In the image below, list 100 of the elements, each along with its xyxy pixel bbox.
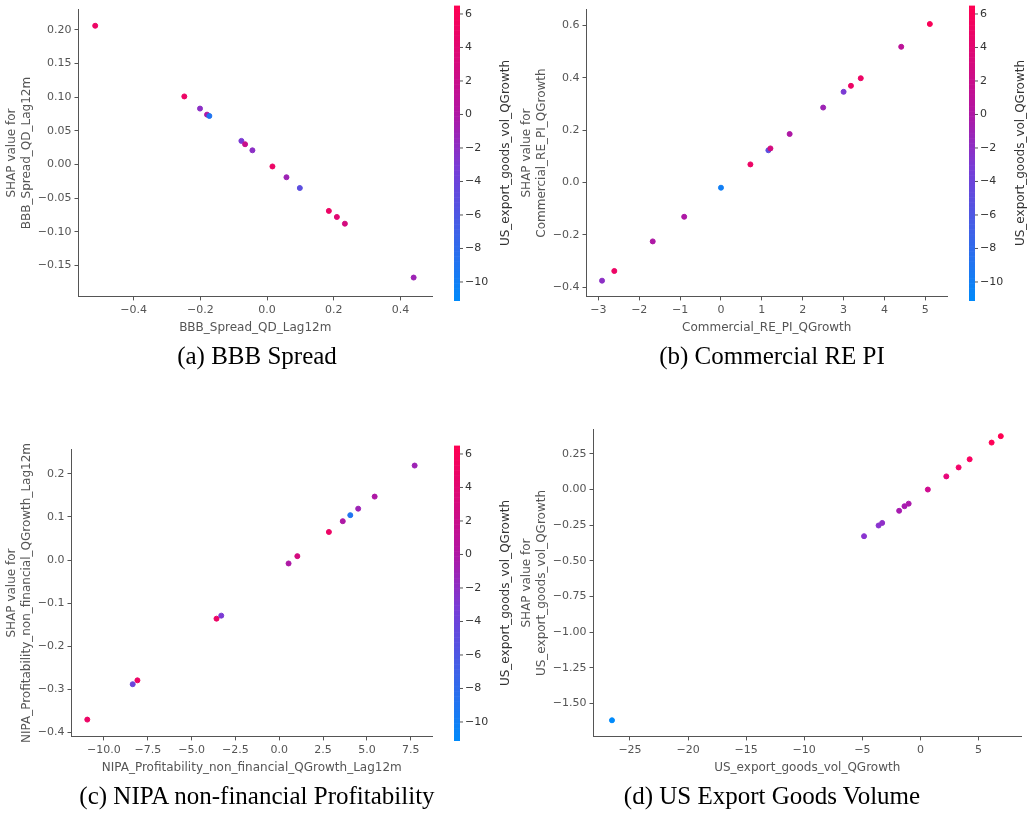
color-bar-label: −8: [465, 241, 482, 255]
color-bar-label: −6: [980, 207, 997, 221]
x-tick-label: −2: [631, 302, 648, 316]
color-bar-label: −2: [980, 140, 997, 154]
y-tick-label: 0.0: [562, 175, 580, 189]
y-tick-label: 0.6: [562, 18, 580, 32]
x-tick-label: 2.5: [314, 742, 332, 756]
color-bar-label: 2: [465, 513, 472, 527]
color-bar-label: 6: [465, 6, 472, 20]
y-tick-label: −1.50: [552, 696, 587, 710]
y-tick-label: −0.25: [552, 518, 587, 532]
y-tick-label: 0.4: [562, 70, 580, 84]
y-tick-label: 0.0: [47, 552, 65, 566]
color-bar-label: −4: [465, 174, 482, 188]
x-tick-label: −3: [590, 302, 607, 316]
x-tick-label: −20: [676, 742, 700, 756]
y-tick-label: 0.00: [47, 157, 72, 171]
x-tick-label: 4: [880, 302, 888, 316]
color-bar-label: −6: [465, 207, 482, 221]
y-tick-label: 0.1: [47, 509, 65, 523]
y-tick-label: 0.15: [47, 56, 72, 70]
color-bar-label: 2: [465, 73, 472, 87]
color-bar-title: US_export_goods_vol_QGrowth: [1013, 59, 1028, 247]
color-bar-label: −8: [465, 681, 482, 695]
x-tick-label: 5: [921, 302, 929, 316]
y-tick-label: −0.05: [37, 190, 72, 204]
x-tick-label: 0.0: [258, 302, 276, 316]
x-tick-label: −7.5: [134, 742, 162, 756]
y-tick-label: −0.50: [552, 553, 587, 567]
y-tick-label: −0.2: [552, 227, 580, 241]
y-axis-title: SHAP value for Commercial_RE_PI_QGrowth: [519, 68, 548, 238]
x-tick-label: −2.5: [222, 742, 249, 756]
text: (d) US Export Goods Volume: [622, 782, 922, 810]
y-tick-label: −0.10: [37, 224, 72, 238]
text: (c) NIPA non-financial Profitability: [78, 782, 436, 810]
y-tick-label: −0.1: [37, 595, 65, 609]
y-tick-label: 0.10: [47, 89, 72, 103]
x-tick-label: 1: [758, 302, 766, 316]
color-bar-label: −8: [980, 241, 997, 255]
x-axis-title: US_export_goods_vol_QGrowth: [714, 759, 901, 774]
y-tick-label: −0.3: [37, 682, 65, 696]
y-tick-label: 0.20: [47, 22, 72, 36]
color-bar-label: 4: [980, 40, 987, 54]
color-bar-title: US_export_goods_vol_QGrowth: [498, 59, 513, 247]
y-axis-title: SHAP value for NIPA_Profitability_non_financial_QGrowth_Lag12m: [4, 442, 33, 744]
color-bar-label: 4: [465, 40, 472, 54]
y-tick-label: −1.00: [552, 625, 587, 639]
color-bar-label: −2: [465, 580, 482, 594]
x-tick-label: −1: [672, 302, 689, 316]
y-tick-label: −0.75: [552, 589, 587, 603]
y-tick-label: −0.2: [37, 639, 65, 653]
y-tick-label: 0.2: [562, 122, 580, 136]
x-tick-label: −5.0: [178, 742, 205, 756]
x-tick-label: 5: [974, 742, 982, 756]
y-tick-label: −0.15: [37, 258, 72, 272]
color-bar-label: 2: [980, 73, 987, 87]
x-tick-label: −10: [792, 742, 816, 756]
x-tick-label: −0.4: [120, 302, 147, 316]
text: (b) Commercial RE PI: [658, 342, 886, 370]
color-bar-label: −4: [465, 614, 482, 628]
y-tick-label: −1.25: [552, 660, 587, 674]
color-bar-label: −10: [465, 714, 489, 728]
color-bar-label: −10: [980, 274, 1004, 288]
color-bar-label: 4: [465, 480, 472, 494]
y-tick-label: 0.05: [47, 123, 72, 137]
x-tick-label: 0.4: [391, 302, 410, 316]
color-bar-label: 0: [465, 107, 472, 121]
x-axis-title: NIPA_Profitability_non_financial_QGrowth_Lag12m: [101, 759, 402, 774]
x-tick-label: −5: [854, 742, 871, 756]
x-tick-label: −10.0: [87, 742, 121, 756]
x-axis-title: BBB_Spread_QD_Lag12m: [179, 319, 332, 334]
x-axis-title: Commercial_RE_PI_QGrowth: [682, 319, 852, 334]
color-bar-label: 6: [980, 6, 987, 20]
x-tick-label: 0.2: [325, 302, 343, 316]
text: (a) BBB Spread: [176, 342, 338, 370]
color-bar-label: 0: [465, 547, 472, 561]
x-tick-label: −15: [734, 742, 758, 756]
x-tick-label: −0.2: [186, 302, 214, 316]
x-tick-label: 2: [799, 302, 807, 316]
y-tick-label: −0.4: [552, 280, 580, 294]
x-tick-label: 0: [717, 302, 725, 316]
color-bar-label: −2: [465, 140, 482, 154]
x-tick-label: 7.5: [402, 742, 420, 756]
color-bar-label: 0: [980, 107, 987, 121]
x-tick-label: 0: [916, 742, 924, 756]
color-bar-title: US_export_goods_vol_QGrowth: [498, 499, 513, 687]
y-tick-label: 0.00: [562, 482, 587, 496]
x-tick-label: 0.0: [270, 742, 289, 756]
y-tick-label: 0.2: [47, 466, 65, 480]
y-axis-title: SHAP value for BBB_Spread_QD_Lag12m: [4, 76, 33, 230]
color-bar-label: 6: [465, 446, 472, 460]
x-tick-label: −25: [618, 742, 642, 756]
y-axis-title: SHAP value for US_export_goods_vol_QGrowth: [519, 489, 548, 677]
x-tick-label: 5.0: [358, 742, 376, 756]
color-bar-label: −4: [980, 174, 997, 188]
y-tick-label: −0.4: [37, 725, 65, 739]
color-bar-label: −6: [465, 647, 482, 661]
color-bar-label: −10: [465, 274, 489, 288]
y-tick-label: 0.25: [562, 446, 587, 460]
x-tick-label: 3: [840, 302, 848, 316]
